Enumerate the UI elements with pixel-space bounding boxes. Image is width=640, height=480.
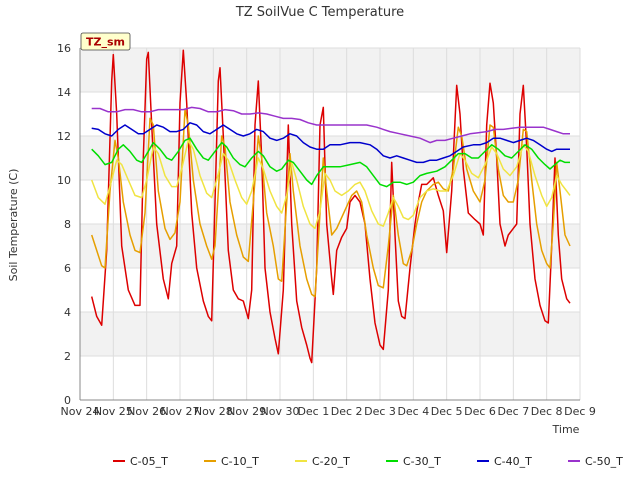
x-tick-label: Nov 29 [227,405,266,418]
x-axis-label: Time [552,423,580,436]
y-tick-label: 6 [64,262,71,275]
legend-label: C-40_T [494,455,532,468]
series-line-c-40-t [91,122,570,164]
y-tick-label: 16 [57,42,71,55]
series-line-c-20-t [90,139,571,230]
y-axis-label: Soil Temperature (C) [7,169,20,282]
y-tick-label: 8 [64,218,71,231]
y-tick-label: 10 [57,174,71,187]
x-tick-label: Dec 5 [431,405,463,418]
legend: C-05_T C-10_T C-20_T C-30_T C-40_T C-50_T [113,455,623,468]
x-tick-label: Dec 2 [331,405,363,418]
x-tick-label: Dec 1 [297,405,329,418]
x-tick-label: Nov 28 [194,405,233,418]
x-tick-label: Nov 27 [161,405,200,418]
x-tick-label: Dec 8 [531,405,563,418]
x-tick-label: Dec 6 [464,405,496,418]
y-tick-label: 4 [64,306,71,319]
x-tick-label: Dec 3 [364,405,396,418]
y-tick-label: 12 [57,130,71,143]
plot-band [80,312,580,356]
badge-label: TZ_sm [86,36,125,49]
series-group [90,49,571,364]
x-tick-label: Dec 7 [497,405,529,418]
tz-badge: TZ_sm [80,32,131,51]
badge-box [80,32,131,51]
y-tick-label: 0 [64,394,71,407]
x-tick-label: Nov 25 [94,405,133,418]
x-tick-label: Dec 9 [564,405,596,418]
chart-title: TZ SoilVue C Temperature [235,5,404,20]
legend-label: C-30_T [403,455,441,468]
legend-label: C-05_T [130,455,168,468]
y-tick-label: 2 [64,350,71,363]
legend-label: C-10_T [221,455,259,468]
series-line-c-50-t [91,106,570,144]
x-tick-label: Nov 30 [261,405,300,418]
x-tick-label: Nov 24 [61,405,100,418]
y-tick-label: 14 [57,86,71,99]
x-tick-label: Nov 26 [127,405,166,418]
axes [79,48,580,401]
legend-label: C-20_T [312,455,350,468]
legend-label: C-50_T [585,455,623,468]
y-tick-labels: 0 2 4 6 8 10 12 14 16 [57,42,71,407]
series-line-c-30-t [91,137,570,188]
x-tick-label: Dec 4 [397,405,429,418]
plot-band [80,48,580,92]
